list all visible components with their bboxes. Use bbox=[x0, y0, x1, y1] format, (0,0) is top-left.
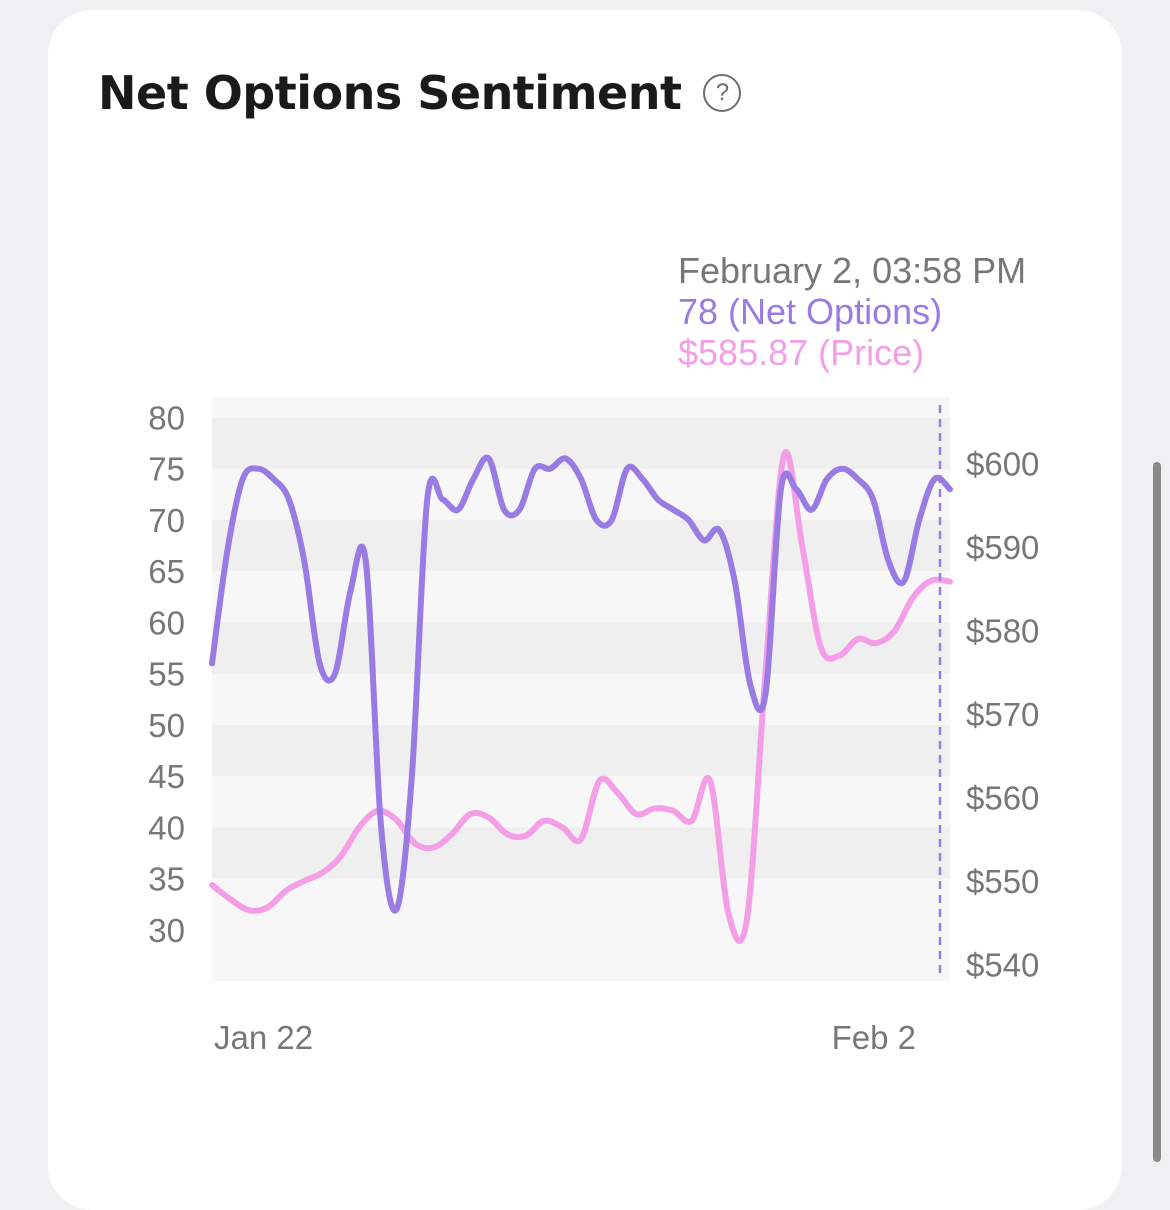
left-axis-tick-label: 75 bbox=[148, 451, 185, 488]
left-axis-tick-label: 80 bbox=[148, 399, 185, 436]
right-axis-tick-label: $570 bbox=[966, 696, 1039, 733]
grid-band bbox=[212, 519, 950, 572]
card-title: Net Options Sentiment bbox=[98, 66, 682, 120]
chart-tooltip: February 2, 03:58 PM 78 (Net Options) $5… bbox=[678, 250, 1026, 373]
price-line bbox=[209, 449, 953, 944]
plot-background bbox=[212, 397, 950, 981]
left-axis-tick-label: 65 bbox=[148, 553, 185, 590]
help-glyph: ? bbox=[715, 79, 730, 106]
net-options-line bbox=[209, 454, 953, 914]
grid-band bbox=[212, 417, 950, 469]
right-axis-tick-label: $580 bbox=[966, 613, 1039, 650]
left-axis-tick-label: 45 bbox=[148, 758, 185, 795]
grid-band bbox=[212, 724, 950, 777]
right-axis-tick-label: $540 bbox=[966, 946, 1039, 983]
right-axis-tick-label: $600 bbox=[966, 446, 1039, 483]
right-axis-tick-label: $560 bbox=[966, 779, 1039, 816]
vertical-scrollbar[interactable] bbox=[1153, 462, 1161, 1162]
card-header: Net Options Sentiment ? bbox=[98, 66, 742, 120]
left-axis-tick-label: 70 bbox=[148, 502, 185, 539]
left-axis-tick-label: 50 bbox=[148, 707, 185, 744]
x-axis-tick-label: Jan 22 bbox=[214, 1019, 313, 1056]
tooltip-date: February 2, 03:58 PM bbox=[678, 250, 1027, 291]
left-axis-tick-label: 40 bbox=[148, 809, 185, 846]
question-circle-icon[interactable]: ? bbox=[703, 74, 742, 112]
right-axis-tick-label: $590 bbox=[966, 529, 1039, 566]
left-axis-tick-label: 60 bbox=[148, 604, 185, 641]
tooltip-price: $585.87 (Price) bbox=[678, 332, 925, 373]
left-axis-tick-label: 55 bbox=[148, 656, 185, 693]
x-axis-tick-label: Feb 2 bbox=[832, 1019, 916, 1056]
left-axis-tick-label: 30 bbox=[148, 912, 185, 949]
tooltip-net-options: 78 (Net Options) bbox=[678, 291, 943, 332]
right-axis-tick-label: $550 bbox=[966, 863, 1039, 900]
left-axis-tick-label: 35 bbox=[148, 861, 185, 898]
